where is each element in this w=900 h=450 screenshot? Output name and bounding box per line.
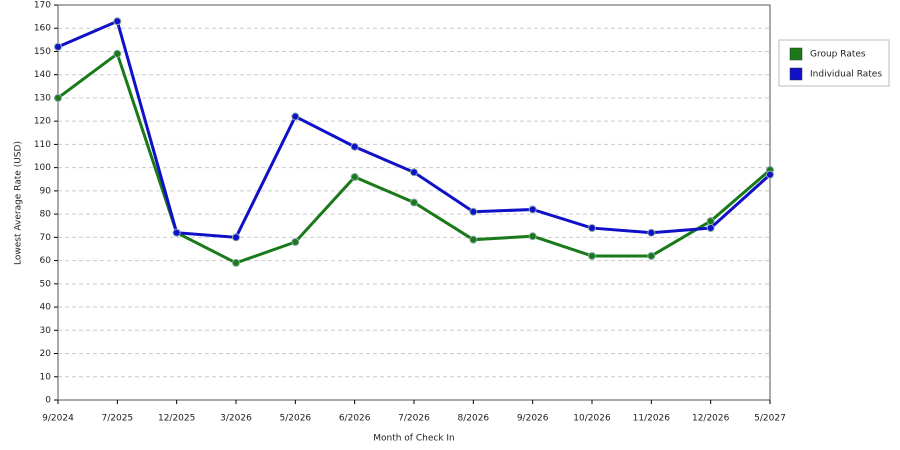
data-point (113, 17, 122, 26)
x-tick-label: 9/2026 (517, 414, 549, 424)
data-point (54, 42, 62, 51)
y-tick-label: 90 (40, 186, 52, 196)
legend-swatch (789, 67, 803, 81)
y-tick-label: 110 (34, 140, 51, 150)
x-tick-label: 5/2026 (279, 414, 311, 424)
data-point (410, 198, 418, 207)
y-tick-label: 50 (40, 279, 52, 289)
y-tick-label: 20 (40, 349, 52, 359)
x-tick-label: 11/2026 (633, 414, 671, 424)
data-point (528, 205, 537, 214)
y-tick-label: 10 (40, 372, 52, 382)
y-tick-label: 40 (40, 303, 52, 313)
x-tick-label: 9/2024 (42, 414, 74, 424)
y-tick-label: 140 (34, 70, 51, 80)
data-point (528, 232, 537, 241)
x-tick-label: 12/2026 (692, 414, 730, 424)
x-tick-label: 7/2025 (101, 414, 133, 424)
x-tick-label: 7/2026 (398, 414, 430, 424)
y-tick-label: 150 (34, 47, 51, 57)
y-tick-label: 60 (40, 256, 52, 266)
legend-swatch (789, 47, 803, 61)
data-point (588, 224, 596, 233)
data-point (647, 251, 656, 260)
data-point (469, 235, 478, 244)
data-point (469, 207, 478, 216)
data-point (588, 251, 596, 260)
data-point (350, 172, 359, 181)
data-point (350, 142, 359, 151)
data-point (113, 49, 122, 58)
x-tick-label: 6/2026 (339, 414, 371, 424)
x-tick-label: 8/2026 (457, 414, 489, 424)
y-tick-label: 160 (34, 24, 51, 34)
y-tick-label: 100 (34, 163, 51, 173)
y-tick-label: 170 (34, 1, 51, 11)
y-tick-label: 120 (34, 117, 51, 127)
data-point (706, 224, 715, 233)
legend-label: Group Rates (810, 50, 866, 60)
y-tick-label: 70 (40, 233, 52, 243)
x-axis-label: Month of Check In (373, 434, 455, 444)
x-tick-label: 3/2026 (220, 414, 252, 424)
data-point (232, 258, 240, 267)
data-point (706, 217, 715, 226)
x-tick-label: 10/2026 (573, 414, 611, 424)
x-tick-label: 12/2025 (158, 414, 195, 424)
data-point (54, 93, 62, 102)
data-point (232, 233, 240, 242)
data-point (647, 228, 656, 237)
y-axis-label: Lowest Average Rate (USD) (14, 141, 24, 265)
data-point (291, 112, 300, 121)
data-point (291, 238, 300, 246)
data-point (172, 228, 181, 237)
x-tick-label: 5/2027 (754, 414, 786, 424)
y-tick-label: 30 (40, 326, 52, 336)
data-point (766, 170, 774, 179)
y-tick-label: 0 (45, 396, 51, 406)
legend-label: Individual Rates (810, 70, 882, 80)
y-tick-label: 130 (34, 93, 51, 103)
y-tick-label: 80 (40, 210, 52, 220)
data-point (410, 168, 418, 177)
